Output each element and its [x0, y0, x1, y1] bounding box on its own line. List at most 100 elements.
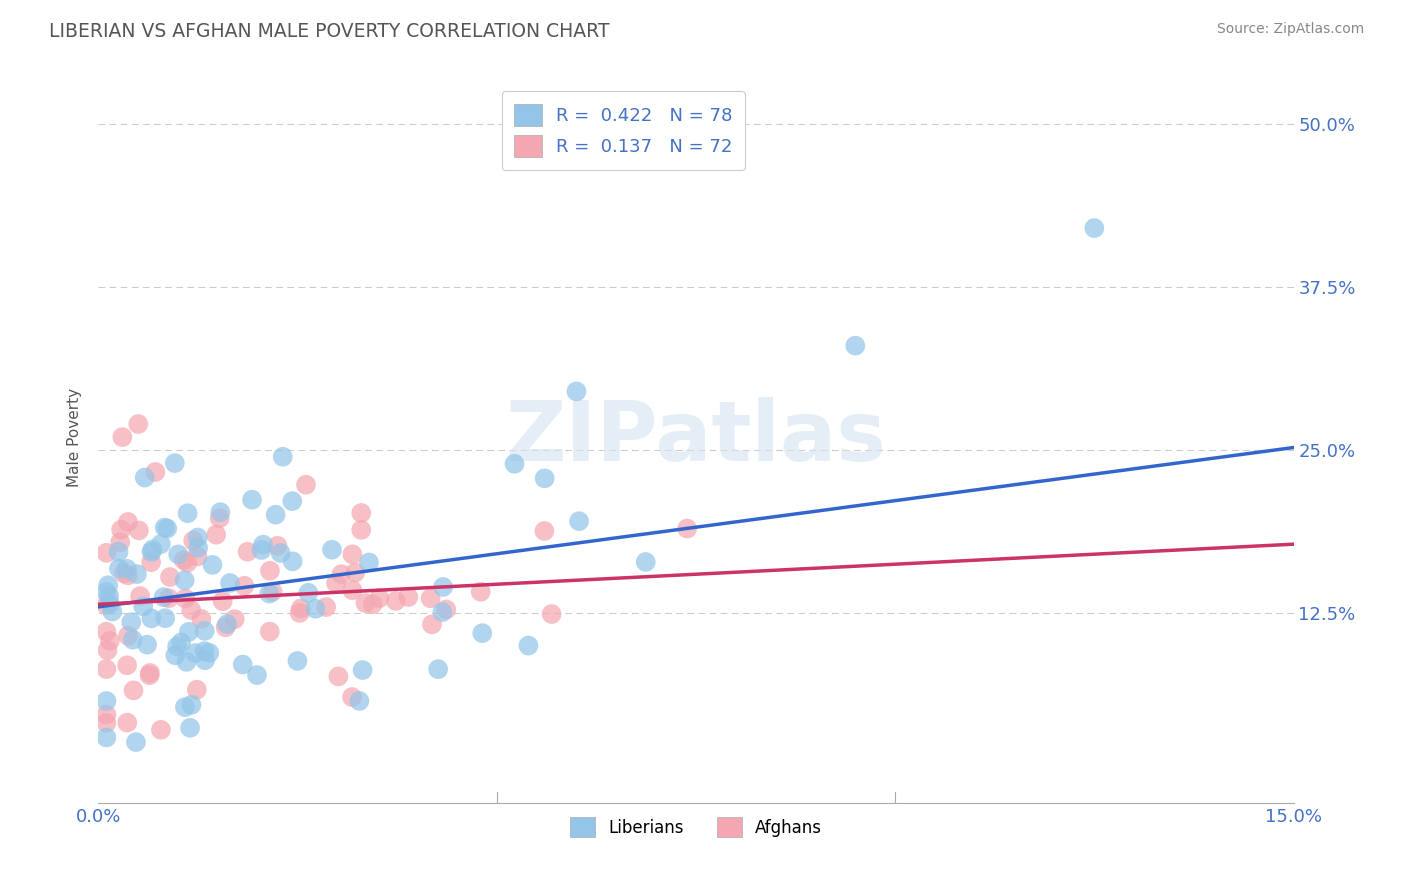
Point	[186, 549, 208, 564]
Point	[187, 531, 209, 545]
Point	[97, 578, 120, 592]
Point	[342, 547, 364, 561]
Point	[96, 662, 118, 676]
Point	[117, 515, 139, 529]
Point	[149, 537, 172, 551]
Point	[287, 654, 309, 668]
Point	[96, 643, 118, 657]
Point	[152, 590, 174, 604]
Point	[96, 731, 118, 745]
Point	[214, 620, 236, 634]
Point	[205, 527, 228, 541]
Point	[315, 600, 337, 615]
Point	[115, 658, 138, 673]
Point	[132, 599, 155, 614]
Point	[170, 635, 193, 649]
Point	[208, 511, 231, 525]
Point	[240, 492, 263, 507]
Point	[156, 521, 179, 535]
Text: ZIPatlas: ZIPatlas	[506, 397, 886, 477]
Point	[211, 594, 233, 608]
Point	[217, 617, 239, 632]
Point	[250, 543, 273, 558]
Point	[115, 562, 138, 576]
Point	[112, 566, 135, 581]
Point	[259, 624, 281, 639]
Point	[517, 639, 540, 653]
Point	[98, 589, 121, 603]
Point	[129, 589, 152, 603]
Point	[149, 723, 172, 737]
Text: LIBERIAN VS AFGHAN MALE POVERTY CORRELATION CHART: LIBERIAN VS AFGHAN MALE POVERTY CORRELAT…	[49, 22, 610, 41]
Point	[236, 545, 259, 559]
Point	[471, 626, 494, 640]
Point	[173, 574, 195, 588]
Point	[96, 716, 118, 731]
Point	[141, 542, 163, 557]
Point	[121, 632, 143, 647]
Text: Source: ZipAtlas.com: Source: ZipAtlas.com	[1216, 22, 1364, 37]
Point	[259, 564, 281, 578]
Point	[173, 553, 195, 567]
Point	[295, 477, 318, 491]
Point	[434, 602, 457, 616]
Point	[194, 624, 217, 638]
Point	[107, 544, 129, 558]
Point	[139, 555, 162, 569]
Point	[108, 561, 131, 575]
Point	[153, 520, 176, 534]
Point	[270, 546, 292, 560]
Point	[166, 640, 188, 654]
Point	[190, 612, 212, 626]
Point	[198, 646, 221, 660]
Point	[350, 506, 373, 520]
Point	[328, 669, 350, 683]
Point	[117, 568, 139, 582]
Point	[676, 521, 699, 535]
Point	[98, 633, 121, 648]
Point	[396, 590, 419, 604]
Point	[350, 523, 373, 537]
Point	[264, 508, 287, 522]
Point	[252, 538, 274, 552]
Point	[420, 617, 443, 632]
Point	[180, 698, 202, 712]
Point	[96, 585, 118, 599]
Point	[533, 524, 555, 538]
Point	[163, 456, 186, 470]
Point	[201, 558, 224, 572]
Point	[193, 644, 215, 658]
Point	[194, 653, 217, 667]
Point	[96, 624, 118, 639]
Point	[177, 624, 200, 639]
Point	[290, 601, 312, 615]
Point	[1083, 221, 1105, 235]
Point	[180, 603, 202, 617]
Point	[565, 384, 588, 399]
Point	[349, 694, 371, 708]
Point	[155, 611, 177, 625]
Point	[184, 646, 207, 660]
Point	[181, 533, 204, 548]
Legend: Liberians, Afghans: Liberians, Afghans	[561, 809, 831, 846]
Point	[340, 690, 363, 704]
Point	[176, 506, 198, 520]
Point	[368, 591, 391, 606]
Point	[111, 430, 134, 444]
Point	[385, 594, 408, 608]
Point	[96, 546, 118, 560]
Point	[186, 682, 208, 697]
Point	[176, 556, 198, 570]
Point	[125, 735, 148, 749]
Point	[167, 547, 190, 561]
Point	[297, 586, 319, 600]
Point	[432, 605, 454, 619]
Point	[432, 580, 454, 594]
Point	[224, 612, 246, 626]
Point	[344, 566, 367, 580]
Point	[157, 591, 180, 606]
Point	[233, 579, 256, 593]
Point	[96, 694, 118, 708]
Point	[844, 339, 866, 353]
Point	[209, 505, 232, 519]
